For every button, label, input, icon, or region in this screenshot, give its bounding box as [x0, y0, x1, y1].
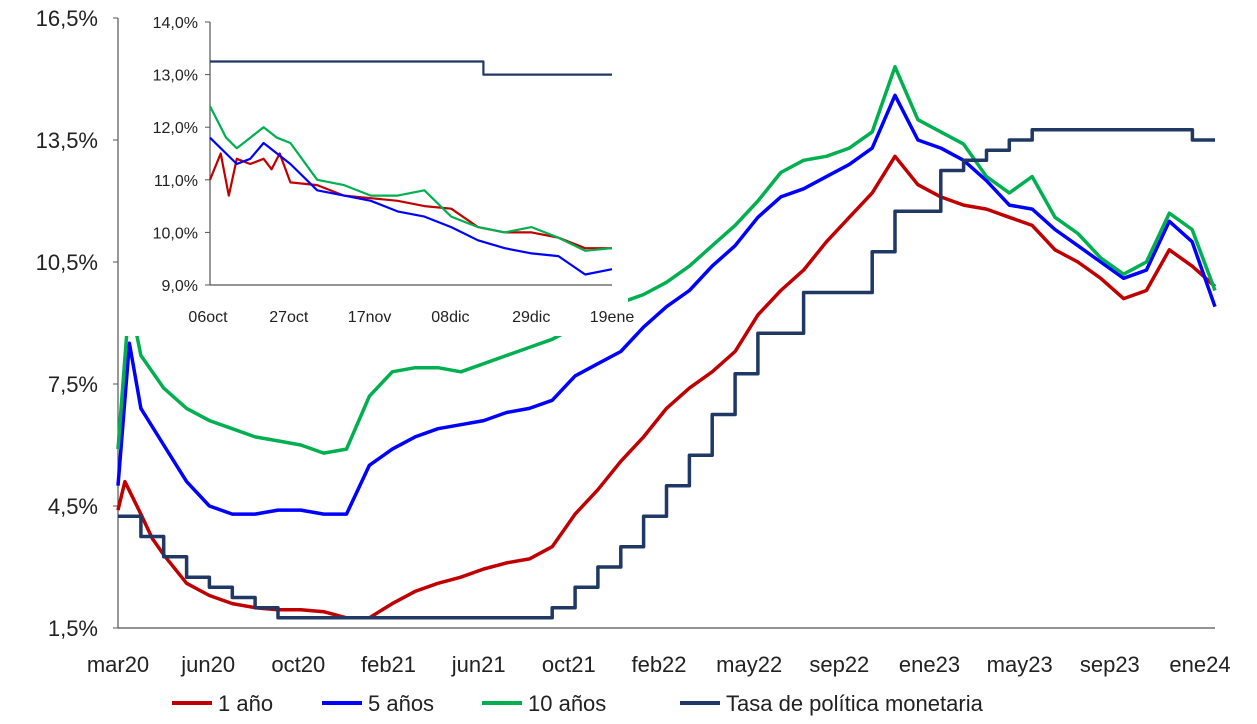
main-x-tick-label: ene23	[899, 652, 960, 677]
main-series-1	[116, 93, 1217, 516]
main-x-tick-label: may22	[716, 652, 782, 677]
legend-label-0: 1 año	[218, 691, 273, 716]
inset-y-tick-label: 10,0%	[153, 225, 198, 242]
inset-x-tick-label: 08dic	[431, 309, 469, 326]
main-x-tick-label: sep22	[809, 652, 869, 677]
main-x-tick-label: ene24	[1169, 652, 1230, 677]
main-y-tick-label: 10,5%	[36, 250, 98, 275]
main-x-tick-label: jun21	[451, 652, 506, 677]
inset-y-tick-label: 13,0%	[153, 68, 198, 85]
legend-label-2: 10 años	[528, 691, 606, 716]
inset-plot: 9,0% 10,0% 11,0% 12,0% 13,0% 14,0% 06oct 27oct 1…	[122, 14, 634, 336]
inset-x-tick-label: 06oct	[188, 309, 228, 326]
inset-series-3	[210, 60, 612, 76]
inset-y-tick-label: 9,0%	[162, 278, 198, 295]
main-x-tick-label: feb22	[631, 652, 686, 677]
main-y-tick-label: 1,5%	[48, 616, 98, 641]
inset-series-2	[209, 105, 613, 252]
inset-x-tick-label: 27oct	[269, 309, 309, 326]
inset-background	[122, 14, 628, 336]
main-series-2	[116, 65, 1217, 455]
main-y-tick-label: 4,5%	[48, 494, 98, 519]
main-series-3	[118, 128, 1215, 620]
main-x-tick-label: oct20	[271, 652, 325, 677]
main-x-tick-label: may23	[987, 652, 1053, 677]
main-y-tick-label: 13,5%	[36, 128, 98, 153]
main-x-tick-label: oct21	[542, 652, 596, 677]
inset-y-tick-label: 14,0%	[153, 15, 198, 32]
inset-series-1	[209, 136, 613, 276]
legend-label-1: 5 años	[368, 691, 434, 716]
inset-x-tick-label: 17nov	[348, 309, 392, 326]
inset-y-tick-label: 12,0%	[153, 120, 198, 137]
main-x-tick-label: jun20	[180, 652, 235, 677]
main-plot: 1,5% 4,5% 7,5% 10,5% 13,5% 16,5% mar20 jun20 oct…	[36, 6, 1231, 677]
inset-x-tick-label: 19ene	[590, 309, 635, 326]
main-x-tick-label: mar20	[87, 652, 149, 677]
main-x-tick-label: feb21	[361, 652, 416, 677]
inset-y-tick-label: 11,0%	[154, 173, 198, 190]
main-y-tick-label: 7,5%	[48, 372, 98, 397]
inset-x-tick-label: 29dic	[512, 309, 550, 326]
legend: 1 año 5 años 10 años Tasa de política monet…	[172, 691, 984, 716]
main-x-tick-label: sep23	[1080, 652, 1140, 677]
main-y-tick-label: 16,5%	[36, 6, 98, 31]
legend-label-3: Tasa de política monetaria	[726, 691, 984, 716]
